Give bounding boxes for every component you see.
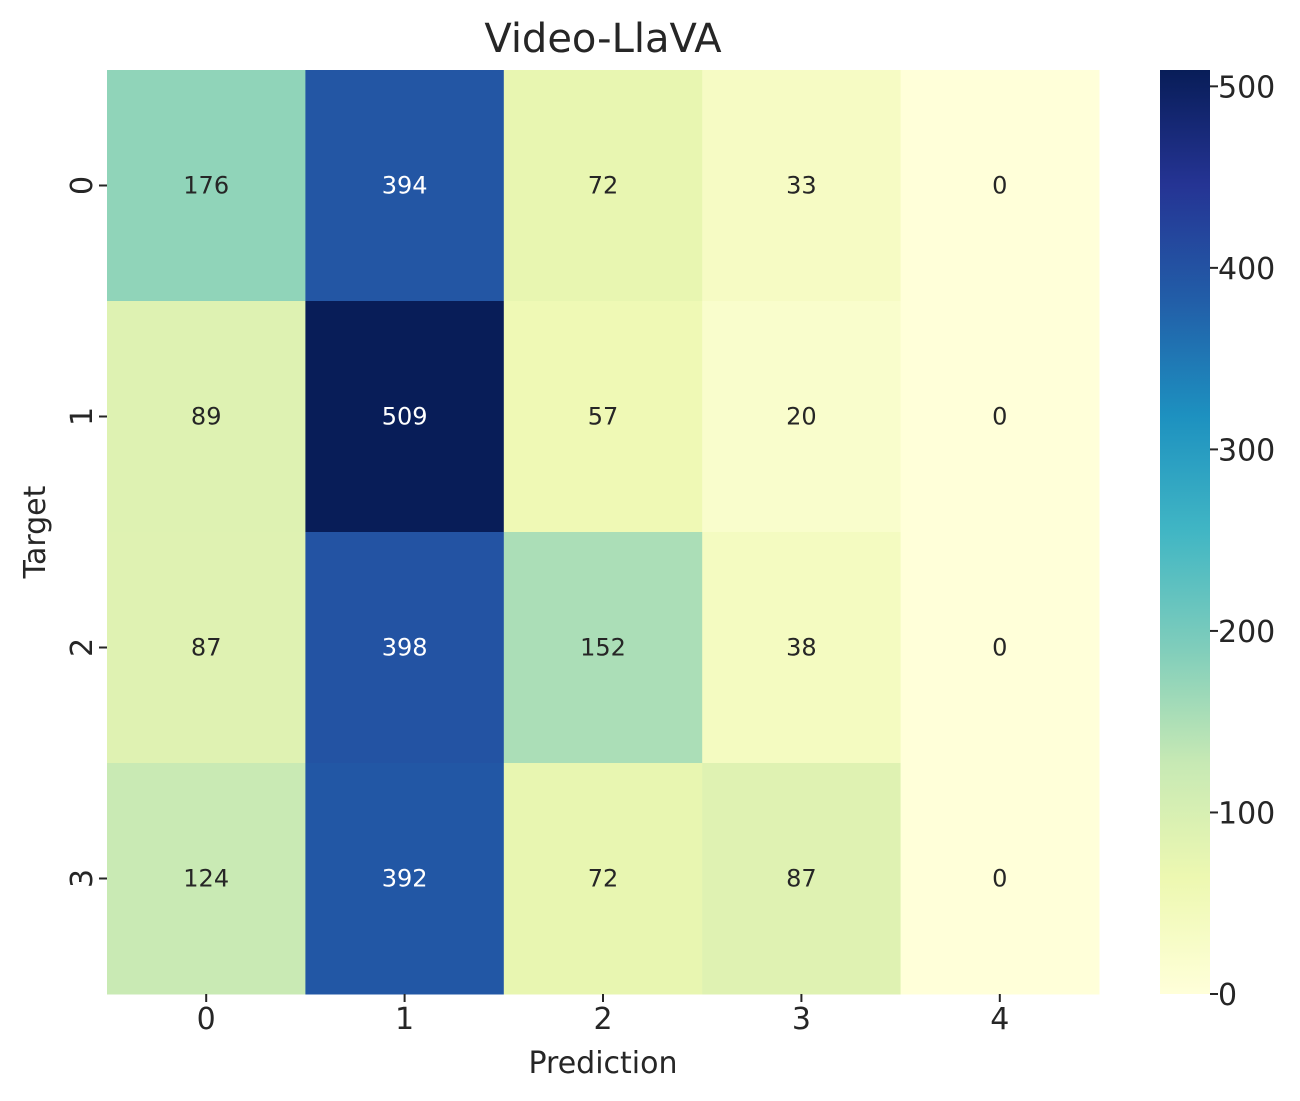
cell-value-label: 152: [580, 634, 626, 662]
heatmap-cell: [107, 301, 306, 533]
y-tick-label: 2: [65, 638, 100, 657]
heatmap-cell: [107, 70, 306, 302]
cell-value-label: 89: [191, 403, 222, 431]
heatmap-cell: [503, 70, 703, 302]
heatmap-cell: [305, 532, 505, 764]
cell-value-label: 0: [992, 403, 1007, 431]
heatmap-cell: [900, 763, 1100, 995]
x-axis-ticks: 0 1 2 3 4: [197, 994, 1009, 1037]
heatmap-cell: [900, 532, 1100, 764]
colorbar-gradient: [1160, 70, 1210, 994]
cell-value-label: 33: [786, 172, 817, 200]
cell-value-label: 0: [992, 634, 1007, 662]
colorbar-tick-label: 300: [1218, 433, 1275, 468]
x-tick-label: 4: [990, 1002, 1009, 1037]
heatmap-cell: [900, 70, 1100, 302]
heatmap-cell: [107, 532, 306, 764]
cell-value-label: 176: [183, 172, 229, 200]
x-tick-label: 3: [792, 1002, 811, 1037]
heatmap-cell: [702, 532, 902, 764]
cell-value-label: 392: [382, 865, 428, 893]
heatmap-cell: [503, 532, 703, 764]
cell-value-label: 72: [588, 172, 619, 200]
colorbar-tick-label: 500: [1218, 70, 1275, 105]
y-tick-label: 3: [65, 869, 100, 888]
cell-value-label: 398: [382, 634, 428, 662]
heatmap-cell: [107, 763, 306, 995]
cell-value-label: 72: [588, 865, 619, 893]
heatmap-cell: [305, 763, 505, 995]
colorbar: 0 100 200 300 400 500: [1160, 70, 1275, 1013]
y-axis-label: Target: [18, 485, 53, 579]
cell-value-label: 509: [382, 403, 428, 431]
cell-value-label: 38: [786, 634, 817, 662]
cell-value-label: 87: [191, 634, 222, 662]
x-tick-label: 2: [593, 1002, 612, 1037]
cell-value-label: 124: [183, 865, 229, 893]
cell-value-label: 87: [786, 865, 817, 893]
x-tick-label: 1: [395, 1002, 414, 1037]
y-axis-ticks: 0 1 2 3: [65, 176, 107, 888]
heatmap-cell: [503, 763, 703, 995]
cell-value-label: 20: [786, 403, 817, 431]
y-tick-label: 0: [65, 176, 100, 195]
heatmap-cell: [702, 763, 902, 995]
heatmap-cell: [900, 301, 1100, 533]
colorbar-tick-label: 100: [1218, 796, 1275, 831]
heatmap-cell: [305, 301, 505, 533]
y-tick-label: 1: [65, 407, 100, 426]
colorbar-tick-label: 200: [1218, 615, 1275, 650]
x-tick-label: 0: [197, 1002, 216, 1037]
cell-value-label: 0: [992, 172, 1007, 200]
colorbar-tick-label: 400: [1218, 252, 1275, 287]
heatmap-cell: [305, 70, 505, 302]
heatmap-cell: [702, 70, 902, 302]
chart-title: Video-LlaVA: [484, 16, 722, 62]
colorbar-tick-label: 0: [1218, 978, 1237, 1013]
heatmap-cell: [503, 301, 703, 533]
cell-value-label: 394: [382, 172, 428, 200]
x-axis-label: Prediction: [528, 1046, 677, 1081]
heatmap-cells: 176 394 72 33 0 89 509 57 20 0 87 398 152 38 0 124 392 72…: [107, 70, 1100, 995]
cell-value-label: 0: [992, 865, 1007, 893]
heatmap-cell: [702, 301, 902, 533]
cell-value-label: 57: [588, 403, 619, 431]
